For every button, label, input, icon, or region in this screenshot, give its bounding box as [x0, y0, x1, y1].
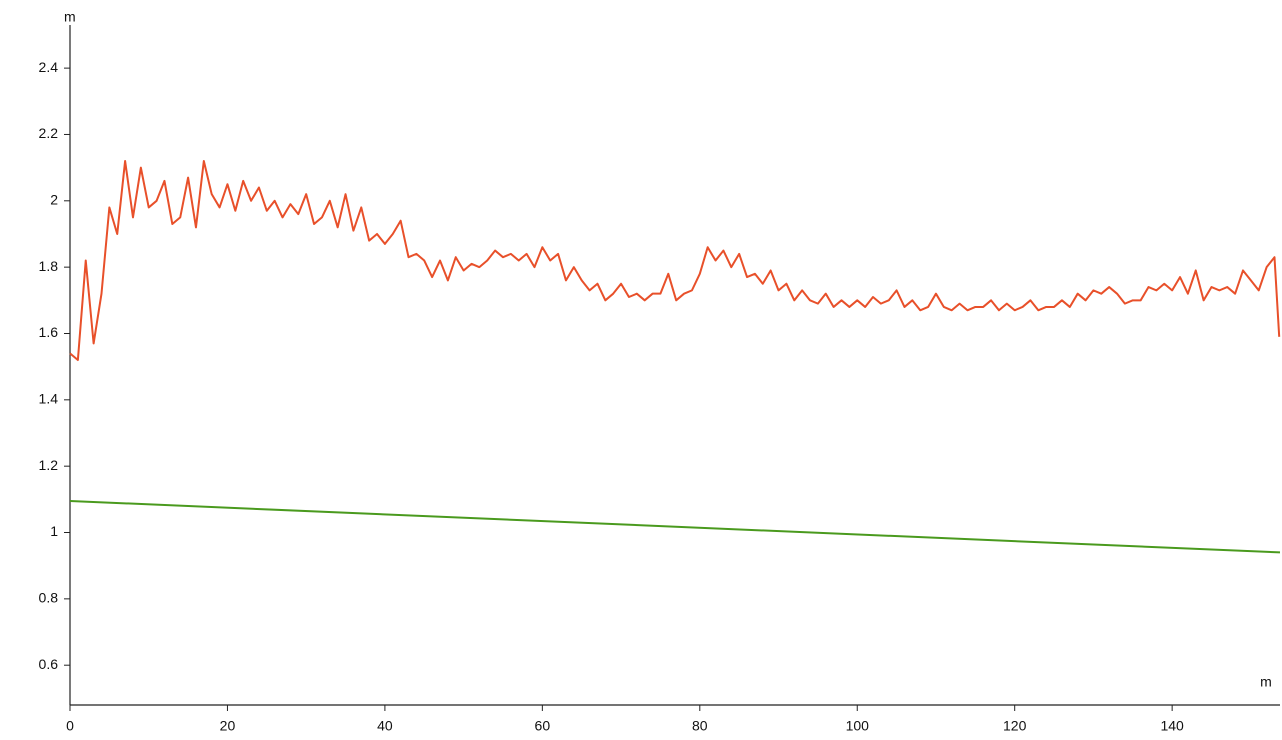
x-tick-label: 40: [377, 718, 393, 734]
y-tick-label: 2: [50, 192, 58, 208]
x-tick-label: 20: [220, 718, 236, 734]
y-tick-label: 1: [50, 523, 58, 539]
y-axis-unit: m: [64, 9, 76, 25]
y-tick-label: 2.2: [39, 125, 59, 141]
x-axis-unit: m: [1260, 674, 1272, 690]
x-tick-label: 140: [1160, 718, 1184, 734]
series-line: [69, 500, 1281, 554]
x-tick-label: 120: [1003, 718, 1027, 734]
y-tick-label: 0.8: [39, 590, 59, 606]
x-tick-label: 60: [535, 718, 551, 734]
series-line: [69, 160, 1281, 362]
y-tick-label: 0.6: [39, 656, 59, 672]
x-tick-label: 0: [66, 718, 74, 734]
y-tick-label: 1.8: [39, 258, 59, 274]
y-tick-label: 1.4: [39, 391, 59, 407]
x-tick-label: 100: [846, 718, 870, 734]
y-tick-label: 1.2: [39, 457, 59, 473]
x-tick-label: 80: [692, 718, 708, 734]
y-tick-label: 2.4: [39, 59, 59, 75]
y-tick-label: 1.6: [39, 324, 59, 340]
